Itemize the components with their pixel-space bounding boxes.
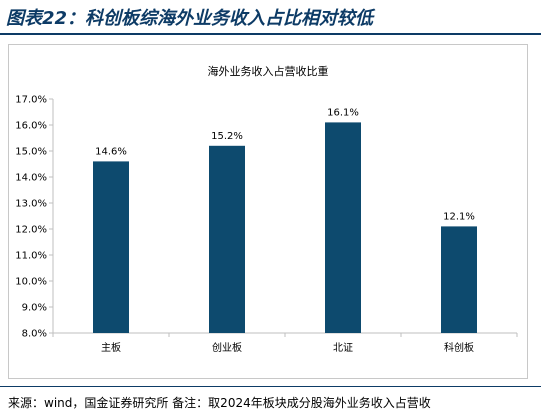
bar: [209, 145, 245, 333]
bar-data-label: 15.2%: [211, 131, 243, 142]
bars: [93, 122, 477, 334]
y-tick-label: 10.0%: [15, 277, 47, 288]
bar: [93, 161, 129, 333]
bar: [441, 226, 477, 333]
bar: [325, 122, 361, 334]
y-tick-label: 11.0%: [15, 251, 47, 262]
y-tick-label: 8.0%: [22, 329, 47, 340]
x-tick-label: 北证: [333, 342, 353, 354]
y-tick-label: 12.0%: [15, 225, 47, 236]
chart-title: 海外业务收入占营收比重: [208, 64, 329, 78]
bar-data-label: 16.1%: [327, 107, 359, 118]
title-divider: [0, 33, 541, 35]
bar-labels: 14.6% 15.2% 16.1% 12.1%: [95, 107, 475, 222]
x-axis: 主板 创业板 北证 科创板: [52, 332, 518, 354]
bar-chart: 海外业务收入占营收比重 8.0% 9.0% 10.0% 11.0% 12.0% 13.0%…: [15, 64, 518, 354]
x-tick-label: 科创板: [444, 341, 474, 354]
y-tick-label: 15.0%: [15, 147, 47, 158]
source-divider: [0, 386, 541, 387]
chart-container: 海外业务收入占营收比重 8.0% 9.0% 10.0% 11.0% 12.0% 13.0%…: [8, 44, 528, 379]
source-note: 来源：wind，国金证券研究所 备注：取2024年板块成分股海外业务收入占营收: [8, 396, 431, 410]
y-axis: 8.0% 9.0% 10.0% 11.0% 12.0% 13.0% 14.0% 15.0% 16…: [15, 95, 54, 340]
y-tick-label: 16.0%: [15, 121, 47, 132]
y-tick-label: 14.0%: [15, 173, 47, 184]
y-tick-label: 17.0%: [15, 95, 47, 106]
bar-data-label: 12.1%: [443, 211, 475, 222]
x-tick-label: 创业板: [212, 341, 242, 354]
bar-data-label: 14.6%: [95, 146, 127, 157]
y-tick-label: 9.0%: [22, 303, 47, 314]
x-tick-label: 主板: [101, 341, 121, 354]
y-tick-label: 13.0%: [15, 199, 47, 210]
figure-title: 图表22：科创板综海外业务收入占比相对较低: [6, 8, 374, 29]
